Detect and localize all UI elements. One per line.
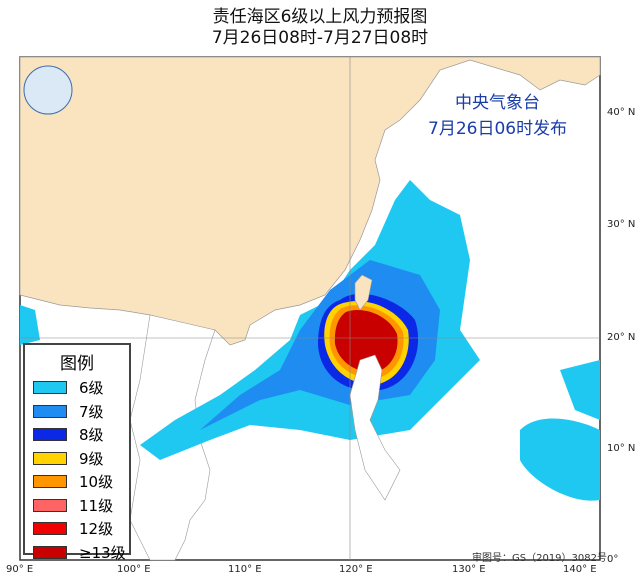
lon-label: 140° E xyxy=(563,564,597,575)
lon-label: 100° E xyxy=(117,564,151,575)
legend-label: 10级 xyxy=(79,473,114,492)
lon-label: 90° E xyxy=(6,564,34,575)
legend-label: 8级 xyxy=(79,426,104,445)
approval-number: 审图号：GS（2019）3082号 xyxy=(472,553,607,564)
legend-item: ≥13级 xyxy=(25,541,129,565)
legend-swatch xyxy=(33,545,67,559)
legend-item: 6级 xyxy=(25,376,129,400)
legend-item: 11级 xyxy=(25,494,129,518)
legend-label: 11级 xyxy=(79,496,114,515)
lat-label: 30° N xyxy=(607,219,636,230)
legend-label: 6级 xyxy=(79,379,104,398)
legend-title: 图例 xyxy=(60,354,94,374)
legend-swatch xyxy=(33,428,67,442)
lat-label: 0° xyxy=(607,554,619,565)
legend-item: 7级 xyxy=(25,400,129,424)
issuer-name: 中央气象台 xyxy=(455,93,540,113)
lat-label: 40° N xyxy=(607,107,636,118)
legend-label: 9级 xyxy=(79,449,104,468)
lat-label: 10° N xyxy=(607,443,636,454)
graticule xyxy=(20,57,600,560)
legend-swatch xyxy=(33,522,67,536)
legend-item: 8级 xyxy=(25,423,129,447)
lon-label: 130° E xyxy=(452,564,486,575)
legend-label: 12级 xyxy=(79,520,114,539)
map-title: 责任海区6级以上风力预报图 xyxy=(212,7,428,27)
legend-swatch xyxy=(33,381,67,395)
legend-item: 10级 xyxy=(25,470,129,494)
legend-swatch xyxy=(33,404,67,418)
legend-swatch xyxy=(33,475,67,489)
legend-swatch xyxy=(33,498,67,512)
legend-item: 9级 xyxy=(25,447,129,471)
legend-item: 12级 xyxy=(25,517,129,541)
issue-time: 7月26日06时发布 xyxy=(428,119,568,139)
legend-swatch xyxy=(33,451,67,465)
taiwan xyxy=(354,274,373,311)
legend-label: ≥13级 xyxy=(79,543,126,562)
lon-label: 110° E xyxy=(228,564,262,575)
map-subtitle: 7月26日08时-7月27日08时 xyxy=(211,28,429,48)
legend-label: 7级 xyxy=(79,402,104,421)
lon-label: 120° E xyxy=(339,564,373,575)
cma-logo xyxy=(23,65,73,115)
philippines xyxy=(349,354,401,501)
wind-areas xyxy=(20,180,600,501)
legend: 图例 6级 7级 8级 9级 10级 11级 12级 ≥13级 xyxy=(23,343,131,562)
lat-label: 20° N xyxy=(607,332,636,343)
